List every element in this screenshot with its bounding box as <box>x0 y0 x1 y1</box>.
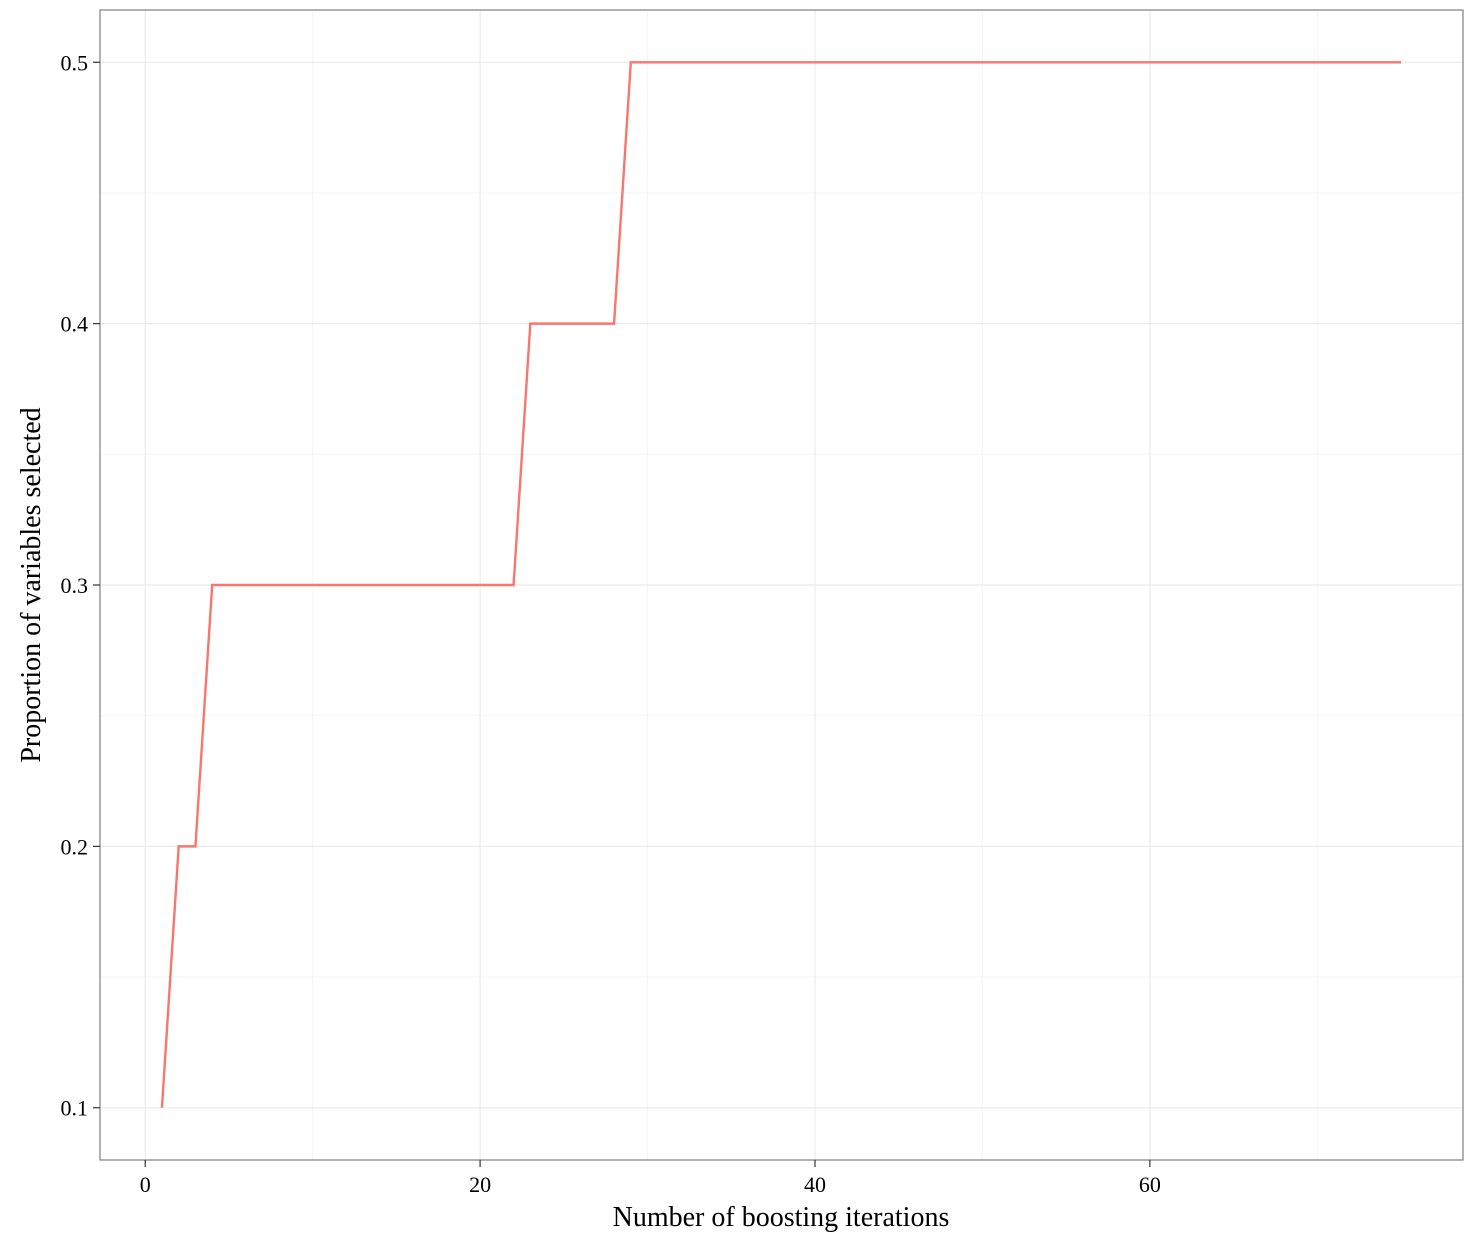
y-tick-label: 0.2 <box>61 834 89 859</box>
x-tick-label: 40 <box>804 1172 826 1197</box>
x-tick-label: 20 <box>469 1172 491 1197</box>
x-tick-label: 0 <box>140 1172 151 1197</box>
y-tick-label: 0.1 <box>61 1096 89 1121</box>
y-tick-label: 0.5 <box>61 50 89 75</box>
x-tick-label: 60 <box>1139 1172 1161 1197</box>
plot-area <box>160 61 1402 1108</box>
x-axis-title: Number of boosting iterations <box>613 1202 950 1233</box>
y-axis-title: Proportion of variables selected <box>16 407 47 762</box>
y-tick-label: 0.3 <box>61 573 89 598</box>
data-line <box>160 61 1402 1108</box>
axes: 0 20 40 60 0.1 0.2 0.3 0.4 0.5 <box>61 50 1161 1197</box>
y-tick-label: 0.4 <box>61 312 89 337</box>
